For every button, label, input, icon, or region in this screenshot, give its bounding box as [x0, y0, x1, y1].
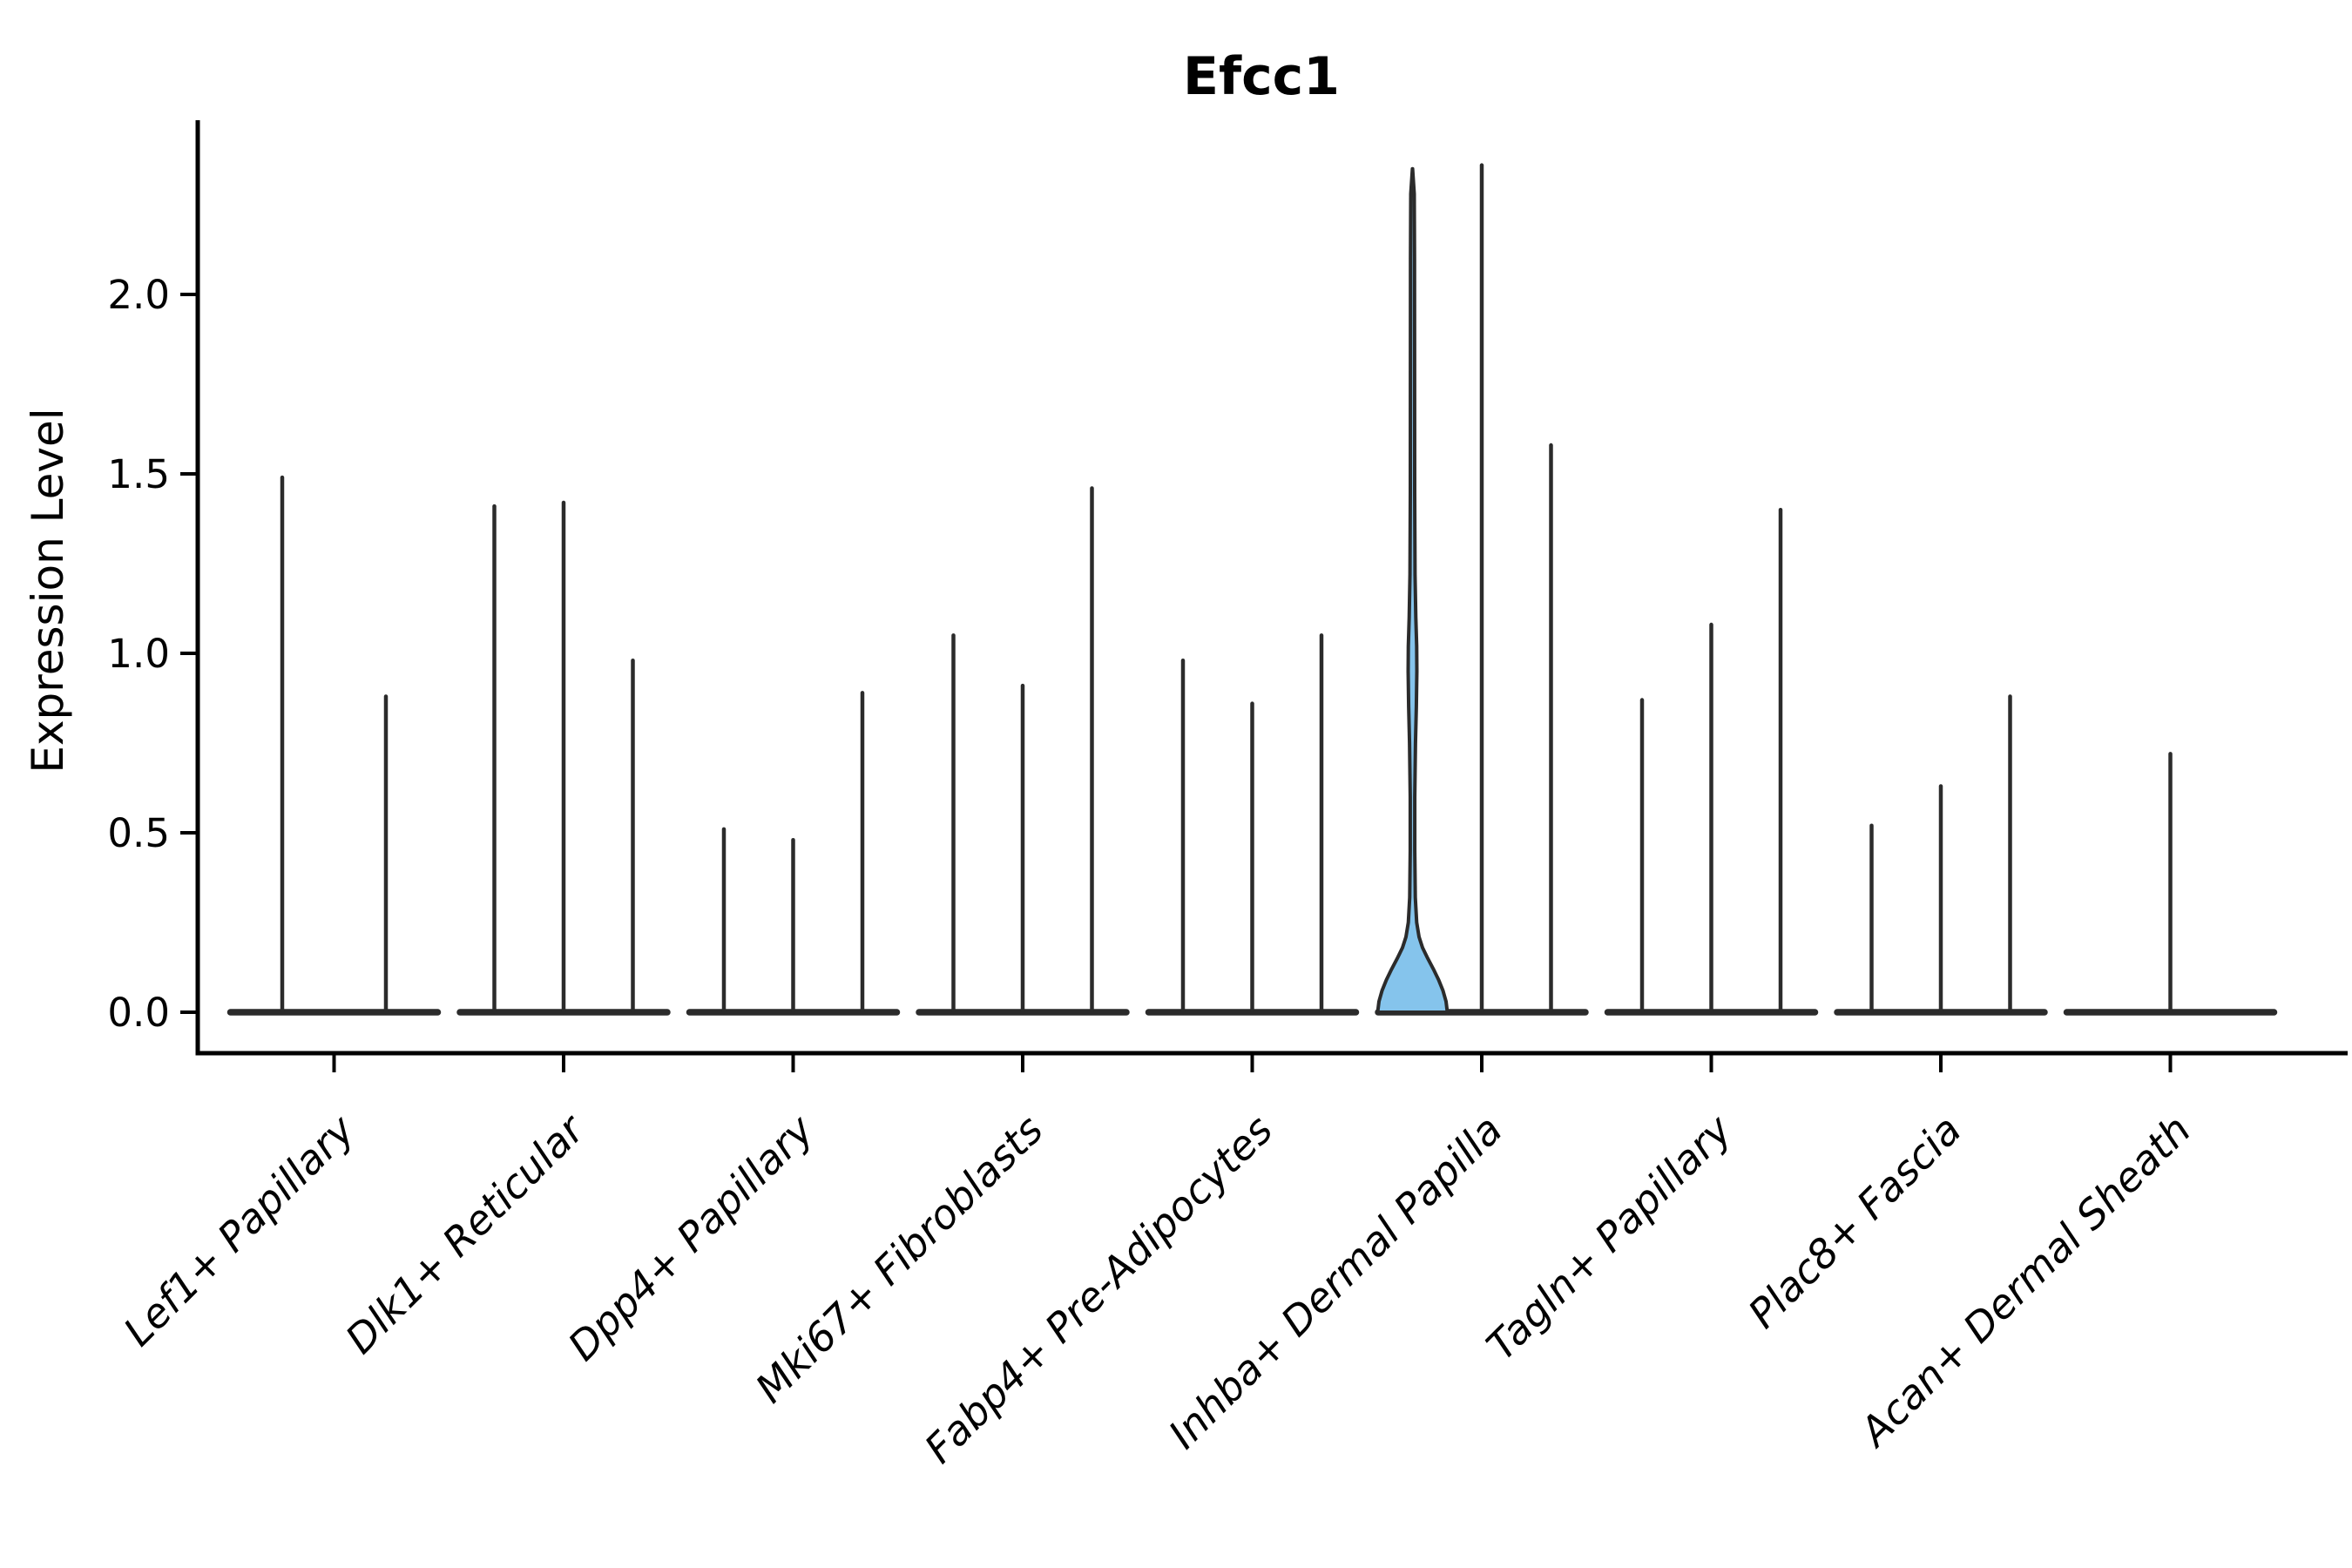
x-tick-label: Dpp4+ Papillary — [559, 1105, 823, 1369]
y-tick-label: 1.5 — [107, 451, 170, 497]
x-tick-label: Plac8+ Fascia — [1739, 1106, 1970, 1337]
x-tick-label: Dlk1+ Reticular — [336, 1104, 595, 1362]
highlighted-violin — [1375, 166, 1450, 1014]
x-tick-label: Lef1+ Papillary — [114, 1105, 363, 1355]
y-tick-label: 0.5 — [107, 810, 170, 856]
y-tick-label: 0.0 — [107, 990, 170, 1036]
y-tick-label: 1.0 — [107, 631, 170, 677]
chart-title: Efcc1 — [1183, 46, 1340, 107]
y-axis-label: Expression Level — [23, 408, 73, 773]
y-tick-label: 2.0 — [107, 272, 170, 318]
x-tick-label: Tagln+ Papillary — [1477, 1105, 1741, 1369]
